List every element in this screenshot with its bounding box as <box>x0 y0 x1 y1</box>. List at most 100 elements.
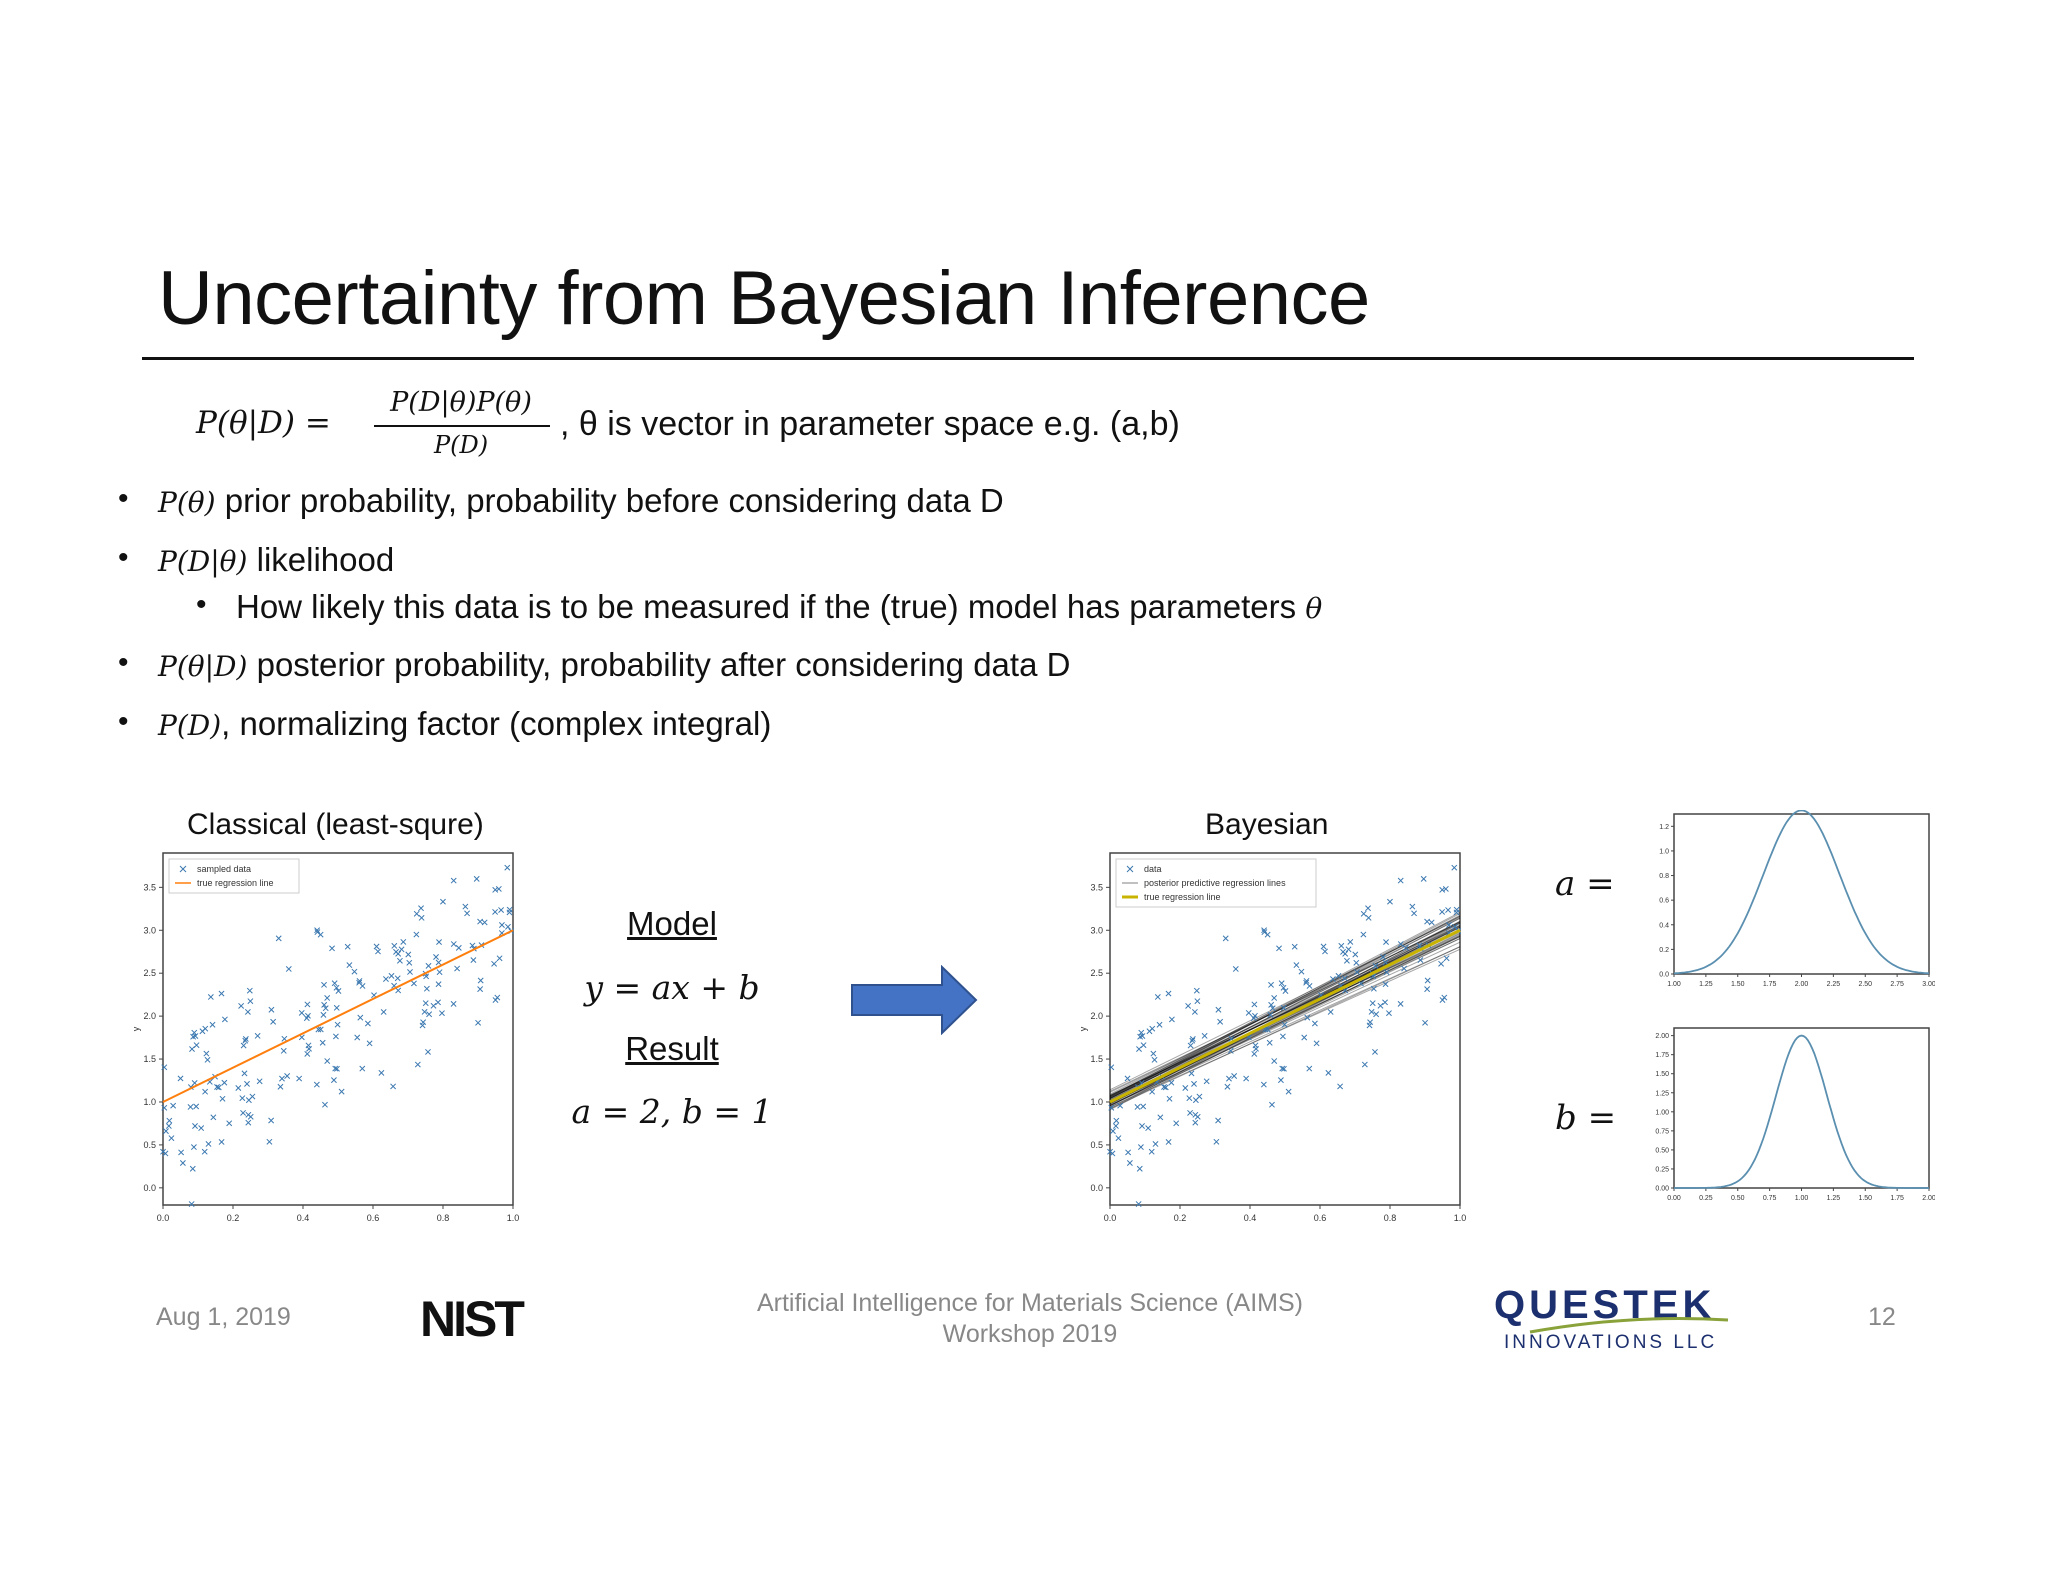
data-point <box>435 999 441 1006</box>
legend-label: sampled data <box>197 864 251 874</box>
data-point <box>364 1020 371 1027</box>
y-tick-label: 0.5 <box>1090 1140 1103 1150</box>
data-point <box>333 1004 340 1011</box>
x-axis-label: x <box>1283 1227 1288 1230</box>
data-point <box>1357 980 1364 987</box>
data-point <box>375 948 381 955</box>
y-tick-label: 1.5 <box>143 1054 156 1064</box>
data-point <box>209 1021 216 1028</box>
data-point <box>1402 944 1409 951</box>
bayesian-label: Bayesian <box>1205 808 1329 841</box>
data-point <box>1150 1050 1157 1057</box>
data-point <box>242 1037 249 1044</box>
data-point <box>1382 999 1388 1006</box>
model-heading: Model <box>627 905 717 942</box>
data-point <box>1117 1102 1124 1109</box>
data-point <box>275 935 282 942</box>
formula-lhs: P(θ|D) = <box>196 405 331 441</box>
data-point <box>1217 1018 1224 1025</box>
x-tick-label: 1.0 <box>507 1213 520 1223</box>
right-arrow-icon <box>851 965 978 1035</box>
y-tick-label: 1.75 <box>1655 1052 1669 1059</box>
data-point <box>280 1047 287 1054</box>
data-point <box>1260 1081 1267 1088</box>
data-point <box>210 1114 217 1121</box>
data-point <box>1191 1080 1197 1087</box>
data-point <box>1215 1006 1222 1013</box>
data-point <box>324 1058 331 1064</box>
data-point <box>1303 977 1310 984</box>
data-point <box>1125 1149 1132 1156</box>
data-point <box>214 1084 221 1090</box>
data-point <box>329 945 335 952</box>
data-point <box>170 1102 177 1109</box>
x-tick-label: 2.25 <box>1827 981 1841 988</box>
y-tick-label: 3.0 <box>143 925 156 935</box>
data-point <box>418 905 424 912</box>
data-point <box>226 1120 233 1127</box>
data-point <box>335 988 342 994</box>
data-point <box>1439 886 1446 893</box>
data-point <box>373 943 380 950</box>
data-point <box>202 1088 209 1095</box>
posterior-line <box>1109 925 1461 1097</box>
data-point <box>1360 910 1367 917</box>
bullet-dot: • <box>118 541 129 574</box>
y-tick-label: 2.00 <box>1655 1033 1669 1040</box>
data-point <box>1442 885 1449 892</box>
x-tick-label: 0.4 <box>297 1213 310 1223</box>
posterior-line <box>1109 946 1461 1106</box>
data-point <box>1232 966 1239 972</box>
data-point <box>1156 1021 1163 1028</box>
data-point <box>1222 935 1229 942</box>
footer-date: Aug 1, 2019 <box>156 1303 291 1331</box>
data-point <box>333 1065 340 1072</box>
data-point <box>1139 1033 1146 1039</box>
data-point <box>205 1140 212 1147</box>
posterior-line <box>1109 932 1461 1104</box>
data-point <box>423 985 430 992</box>
data-point <box>1173 1120 1180 1127</box>
b-posterior-plot: 0.00 0.25 0.50 0.75 1.00 1.25 1.50 1.75 2.00 0.00… <box>1655 1027 1935 1202</box>
model-equation: y = ax + b <box>584 968 760 1007</box>
data-point <box>396 957 403 964</box>
data-point <box>406 959 413 966</box>
data-point <box>426 1011 433 1018</box>
data-point <box>161 1064 168 1071</box>
data-point <box>1185 1002 1192 1009</box>
data-point <box>1372 962 1379 969</box>
data-point <box>268 1006 275 1013</box>
x-tick-label: 0.00 <box>1667 1195 1681 1202</box>
posterior-line <box>1109 924 1461 1100</box>
model-block: Model <box>522 905 822 943</box>
data-point <box>317 1026 324 1033</box>
data-point <box>1438 960 1445 967</box>
data-point <box>1337 1083 1344 1090</box>
data-point <box>1380 954 1386 960</box>
data-point <box>207 994 214 1000</box>
y-tick-label: 0.75 <box>1655 1128 1669 1135</box>
data-point <box>1231 1073 1238 1079</box>
title-underline <box>142 357 1914 360</box>
y-tick-label: 0.5 <box>143 1140 156 1150</box>
data-point <box>413 910 420 917</box>
data-point <box>1186 1095 1193 1102</box>
formula-rhs: , θ is vector in parameter space e.g. (a… <box>560 405 1180 444</box>
data-point <box>1352 951 1359 958</box>
posterior-line <box>1109 926 1461 1099</box>
x-tick-label: 0.6 <box>1314 1213 1327 1223</box>
data-point <box>1424 918 1431 925</box>
y-tick-label: 3.0 <box>1090 925 1103 935</box>
data-point <box>1227 1047 1234 1054</box>
data-point <box>192 1033 199 1039</box>
data-point <box>1168 1016 1175 1023</box>
data-point <box>1422 1019 1429 1026</box>
data-point <box>189 1165 196 1172</box>
data-point <box>1301 1034 1308 1041</box>
data-point <box>1313 1040 1320 1047</box>
data-point <box>1397 941 1404 947</box>
data-point <box>241 1070 248 1077</box>
data-point <box>199 1028 206 1035</box>
x-tick-label: 1.0 <box>1454 1213 1467 1223</box>
x-tick-label: 0.2 <box>227 1213 240 1223</box>
